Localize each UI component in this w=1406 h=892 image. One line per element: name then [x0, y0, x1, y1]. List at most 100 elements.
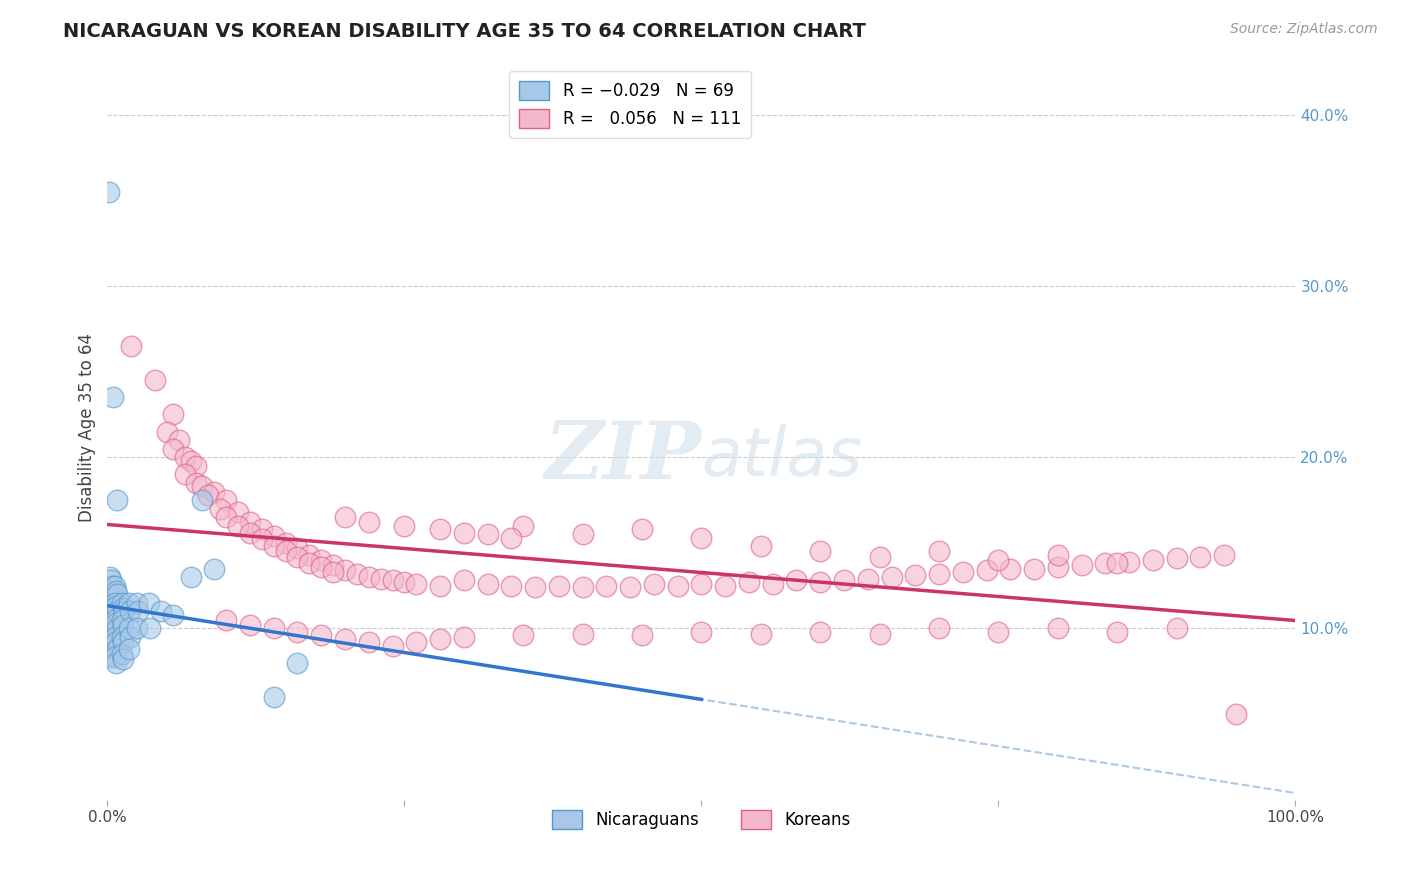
Point	[104, 583, 127, 598]
Legend: Nicaraguans, Koreans: Nicaraguans, Koreans	[546, 804, 858, 836]
Point	[97, 621, 120, 635]
Point	[501, 579, 523, 593]
Point	[512, 628, 534, 642]
Point	[103, 390, 125, 404]
Point	[928, 566, 950, 581]
Point	[1213, 548, 1236, 562]
Point	[97, 613, 120, 627]
Point	[524, 580, 547, 594]
Point	[453, 525, 475, 540]
Point	[453, 574, 475, 588]
Point	[125, 621, 148, 635]
Point	[274, 544, 297, 558]
Point	[880, 570, 903, 584]
Point	[105, 621, 128, 635]
Point	[595, 579, 617, 593]
Point	[547, 579, 569, 593]
Point	[749, 539, 772, 553]
Point	[1046, 548, 1069, 562]
Point	[808, 544, 831, 558]
Point	[97, 630, 120, 644]
Point	[98, 587, 121, 601]
Point	[263, 539, 285, 553]
Point	[477, 577, 499, 591]
Point	[111, 652, 134, 666]
Point	[250, 522, 273, 536]
Point	[111, 600, 134, 615]
Point	[100, 643, 122, 657]
Point	[111, 630, 134, 644]
Point	[322, 558, 344, 573]
Point	[239, 525, 262, 540]
Text: NICARAGUAN VS KOREAN DISABILITY AGE 35 TO 64 CORRELATION CHART: NICARAGUAN VS KOREAN DISABILITY AGE 35 T…	[63, 22, 866, 41]
Point	[571, 527, 593, 541]
Point	[381, 639, 404, 653]
Point	[103, 596, 125, 610]
Point	[97, 639, 120, 653]
Point	[333, 632, 356, 646]
Point	[97, 185, 120, 199]
Point	[429, 632, 451, 646]
Point	[346, 566, 368, 581]
Point	[298, 557, 321, 571]
Point	[118, 596, 141, 610]
Point	[101, 600, 124, 615]
Point	[98, 570, 121, 584]
Point	[477, 527, 499, 541]
Point	[180, 570, 202, 584]
Point	[197, 488, 219, 502]
Point	[101, 618, 124, 632]
Point	[202, 561, 225, 575]
Point	[1118, 555, 1140, 569]
Point	[111, 613, 134, 627]
Point	[394, 518, 416, 533]
Point	[287, 549, 309, 564]
Point	[209, 501, 232, 516]
Point	[97, 583, 120, 598]
Point	[357, 635, 380, 649]
Point	[105, 604, 128, 618]
Point	[370, 572, 392, 586]
Point	[167, 433, 190, 447]
Point	[357, 516, 380, 530]
Point	[98, 616, 121, 631]
Point	[714, 579, 737, 593]
Point	[156, 425, 179, 439]
Point	[298, 548, 321, 562]
Point	[186, 458, 208, 473]
Point	[987, 553, 1010, 567]
Point	[173, 450, 195, 465]
Point	[215, 613, 238, 627]
Point	[1046, 621, 1069, 635]
Point	[405, 577, 427, 591]
Point	[762, 577, 785, 591]
Point	[100, 574, 122, 588]
Point	[287, 656, 309, 670]
Point	[333, 510, 356, 524]
Point	[1142, 553, 1164, 567]
Point	[103, 630, 125, 644]
Point	[832, 574, 855, 588]
Y-axis label: Disability Age 35 to 64: Disability Age 35 to 64	[79, 333, 96, 522]
Point	[103, 650, 125, 665]
Point	[429, 579, 451, 593]
Point	[287, 624, 309, 639]
Point	[1022, 561, 1045, 575]
Point	[287, 541, 309, 555]
Point	[98, 642, 121, 657]
Point	[103, 613, 125, 627]
Point	[162, 607, 184, 622]
Point	[98, 632, 121, 646]
Point	[104, 616, 127, 631]
Point	[357, 570, 380, 584]
Point	[118, 642, 141, 657]
Point	[749, 626, 772, 640]
Point	[103, 609, 125, 624]
Point	[643, 577, 665, 591]
Point	[405, 635, 427, 649]
Point	[322, 565, 344, 579]
Point	[215, 493, 238, 508]
Point	[186, 475, 208, 490]
Point	[904, 568, 927, 582]
Point	[112, 604, 135, 618]
